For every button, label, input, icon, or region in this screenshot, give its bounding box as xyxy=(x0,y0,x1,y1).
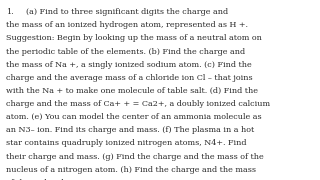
Text: (a) Find to three significant digits the charge and: (a) Find to three significant digits the… xyxy=(6,8,228,16)
Text: an N3– ion. Find its charge and mass. (f) The plasma in a hot: an N3– ion. Find its charge and mass. (f… xyxy=(6,126,254,134)
Text: charge and the average mass of a chloride ion Cl – that joins: charge and the average mass of a chlorid… xyxy=(6,74,252,82)
Text: the mass of an ionized hydrogen atom, represented as H +.: the mass of an ionized hydrogen atom, re… xyxy=(6,21,248,29)
Text: the periodic table of the elements. (b) Find the charge and: the periodic table of the elements. (b) … xyxy=(6,48,245,55)
Text: the mass of Na +, a singly ionized sodium atom. (c) Find the: the mass of Na +, a singly ionized sodiu… xyxy=(6,61,252,69)
Text: their charge and mass. (g) Find the charge and the mass of the: their charge and mass. (g) Find the char… xyxy=(6,153,263,161)
Text: of the molecular ion H2O –.: of the molecular ion H2O –. xyxy=(6,179,117,180)
Text: atom. (e) You can model the center of an ammonia molecule as: atom. (e) You can model the center of an… xyxy=(6,113,261,121)
Text: Suggestion: Begin by looking up the mass of a neutral atom on: Suggestion: Begin by looking up the mass… xyxy=(6,34,262,42)
Text: star contains quadruply ionized nitrogen atoms, N4+. Find: star contains quadruply ionized nitrogen… xyxy=(6,140,246,147)
Text: 1.: 1. xyxy=(6,8,13,16)
Text: with the Na + to make one molecule of table salt. (d) Find the: with the Na + to make one molecule of ta… xyxy=(6,87,258,95)
Text: nucleus of a nitrogen atom. (h) Find the charge and the mass: nucleus of a nitrogen atom. (h) Find the… xyxy=(6,166,256,174)
Text: charge and the mass of Ca+ + = Ca2+, a doubly ionized calcium: charge and the mass of Ca+ + = Ca2+, a d… xyxy=(6,100,270,108)
